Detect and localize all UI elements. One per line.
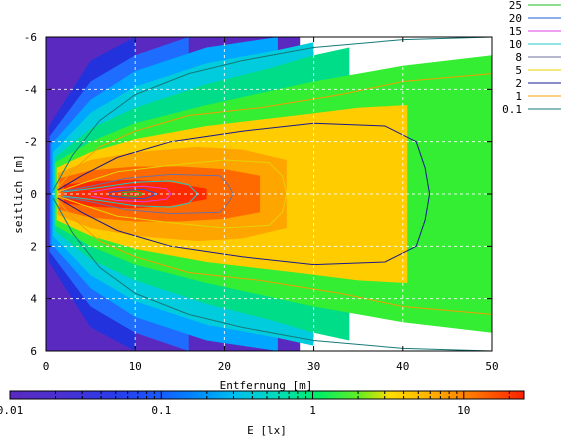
x-tick-label: 40	[396, 360, 409, 373]
x-tick-label: 20	[218, 360, 231, 373]
legend-label: 5	[515, 64, 522, 77]
y-tick-label: 4	[30, 293, 37, 306]
legend-label: 10	[509, 38, 522, 51]
legend-label: 1	[515, 90, 522, 103]
legend-label: 8	[515, 51, 522, 64]
contour-line-2	[57, 122, 431, 266]
x-axis-ticks: 0 10 20 30 40 50	[43, 37, 499, 373]
colorbar-tick-label: 0.1	[151, 404, 171, 417]
legend-label: 0.1	[502, 103, 522, 116]
contour-line-1	[56, 73, 493, 315]
y-tick-label: 6	[30, 345, 37, 358]
colorbar-tick-label: 10	[457, 404, 470, 417]
legend-label: 15	[509, 25, 522, 38]
y-tick-label: -4	[24, 83, 38, 96]
x-tick-label: 50	[485, 360, 498, 373]
contour-line-20	[108, 188, 160, 200]
colorbar: 0.01 0.1 1 10	[0, 390, 525, 417]
y-axis-label: seitlich [m]	[12, 154, 25, 233]
y-tick-label: -6	[24, 31, 37, 44]
colorbar-label: E [lx]	[247, 424, 287, 437]
x-axis-label: Entfernung [m]	[220, 379, 313, 392]
colorbar-gradient	[10, 391, 524, 399]
y-tick-label: 2	[30, 240, 37, 253]
y-tick-label: 0	[30, 188, 37, 201]
colorbar-tick-label: 0.01	[0, 404, 23, 417]
x-tick-label: 30	[307, 360, 320, 373]
x-tick-label: 0	[43, 360, 50, 373]
legend-label: 2	[515, 77, 522, 90]
legend-label: 25	[509, 0, 522, 12]
x-tick-label: 10	[129, 360, 142, 373]
contour-line-15	[90, 185, 172, 203]
legend-label: 20	[509, 12, 522, 25]
y-axis-ticks: -6 -4 -2 0 2 4 6	[24, 31, 492, 358]
contour-line-0_1	[52, 36, 493, 352]
colorbar-tick-label: 1	[309, 404, 316, 417]
y-tick-label: -2	[24, 136, 37, 149]
grid-lines	[46, 37, 492, 351]
